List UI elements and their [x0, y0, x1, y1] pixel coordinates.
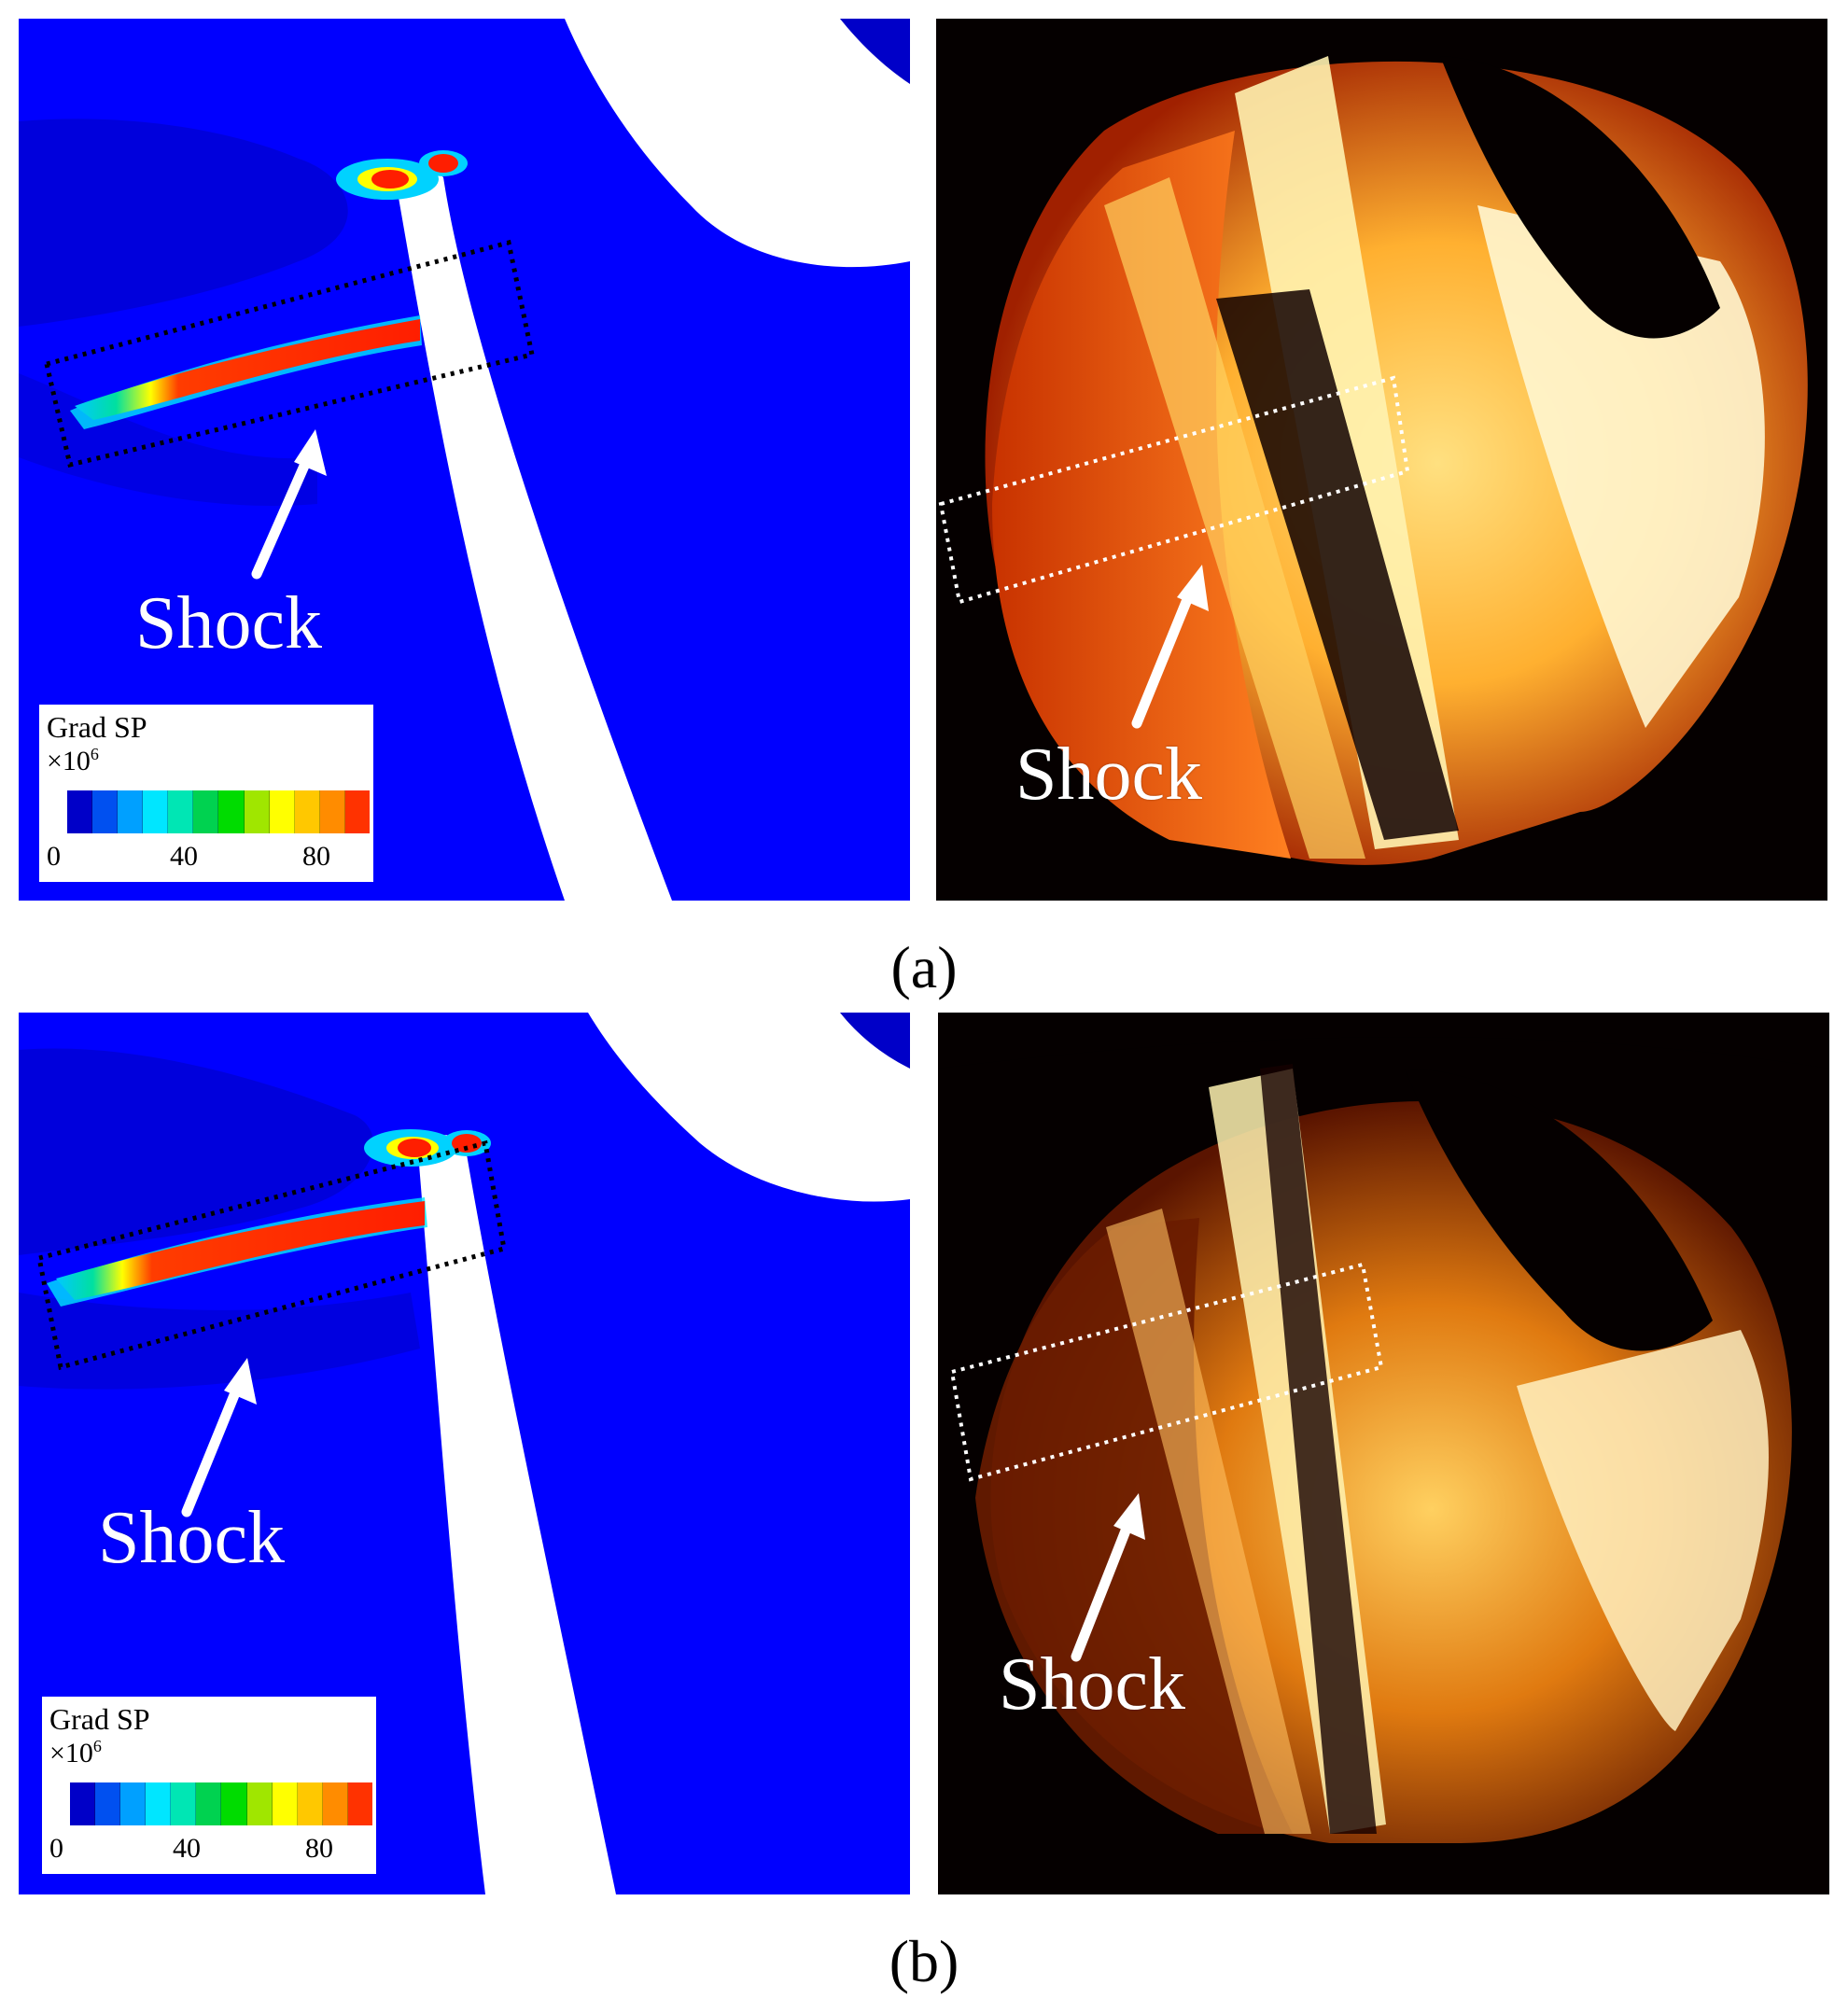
legend-title: Grad SP — [49, 1702, 150, 1736]
colorbar-swatch — [344, 790, 370, 833]
colorbar-swatch — [319, 790, 345, 833]
colorbar-swatch — [70, 1782, 96, 1825]
colorbar-swatch — [146, 1782, 172, 1825]
caption-b: (b) — [889, 1928, 959, 1994]
shock-label-exp-a: Shock — [1015, 734, 1202, 816]
caption-a: (a) — [890, 934, 958, 1000]
colorbar-swatch — [322, 1782, 348, 1825]
colorbar-swatch — [294, 790, 320, 833]
legend-tick-40: 40 — [173, 1833, 201, 1864]
colorbar-swatch — [196, 1782, 222, 1825]
shock-label-sim-b: Shock — [98, 1497, 285, 1579]
legend-tick-0: 0 — [49, 1833, 63, 1864]
colorbar — [67, 790, 370, 833]
colorbar-swatch — [218, 790, 245, 833]
colorbar-swatch — [272, 1782, 298, 1825]
colorbar-legend-b: Grad SP ×106 0 40 80 — [42, 1697, 376, 1874]
colorbar-swatch — [221, 1782, 247, 1825]
schlieren-photo-a — [936, 19, 1827, 901]
colorbar-swatch — [193, 790, 219, 833]
legend-tick-80: 80 — [305, 1833, 333, 1864]
legend-tick-0: 0 — [47, 841, 61, 872]
shock-label-exp-b: Shock — [999, 1643, 1185, 1726]
legend-title: Grad SP — [47, 710, 147, 744]
colorbar-swatch — [244, 790, 270, 833]
colorbar-swatch — [118, 790, 144, 833]
colorbar-swatch — [246, 1782, 273, 1825]
colorbar-swatch — [269, 790, 295, 833]
colorbar-swatch — [120, 1782, 147, 1825]
colorbar-swatch — [143, 790, 169, 833]
colorbar-swatch — [171, 1782, 197, 1825]
colorbar-swatch — [95, 1782, 121, 1825]
legend-scale: ×106 — [47, 745, 99, 776]
colorbar-swatch — [297, 1782, 323, 1825]
colorbar-swatch — [347, 1782, 372, 1825]
shock-label-sim-a: Shock — [135, 582, 322, 664]
colorbar-swatch — [168, 790, 194, 833]
colorbar — [70, 1782, 372, 1825]
colorbar-swatch — [67, 790, 93, 833]
legend-tick-80: 80 — [302, 841, 330, 872]
schlieren-photo-b — [938, 1013, 1829, 1894]
legend-tick-40: 40 — [170, 841, 198, 872]
legend-scale: ×106 — [49, 1737, 102, 1768]
colorbar-swatch — [92, 790, 119, 833]
colorbar-legend-a: Grad SP ×106 0 40 80 — [39, 705, 373, 882]
